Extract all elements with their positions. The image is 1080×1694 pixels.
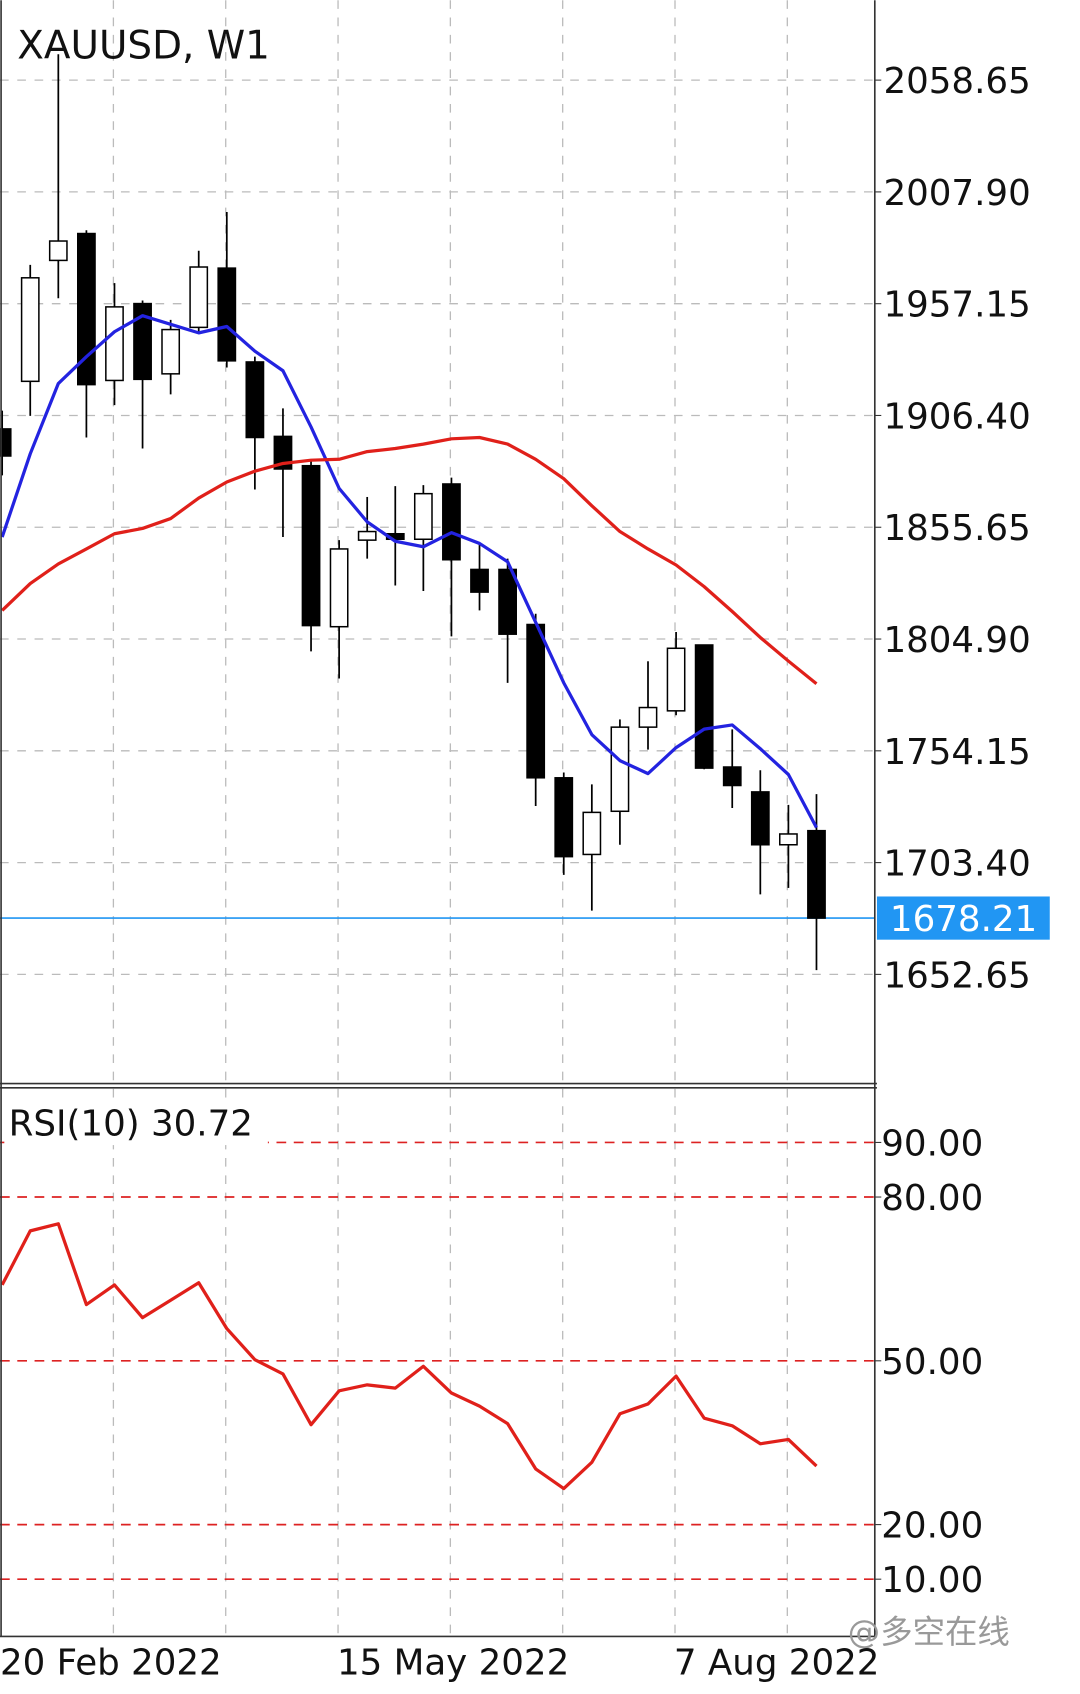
y-tick-label: 20.00 (881, 1506, 983, 1547)
candle-body (217, 267, 237, 362)
y-tick-label: 50.00 (881, 1342, 983, 1383)
candle-body (694, 644, 714, 769)
candle-body (329, 548, 349, 628)
candle-body (413, 492, 433, 541)
candle-body (638, 706, 658, 728)
y-tick-label: 1703.40 (883, 844, 1030, 885)
y-tick-label: 1652.65 (883, 955, 1030, 996)
x-tick-label: 20 Feb 2022 (0, 1642, 222, 1683)
title-backdrop (4, 1099, 268, 1146)
candle-body (750, 791, 770, 846)
candle-body (105, 306, 124, 382)
y-tick-label: 2007.90 (883, 173, 1030, 214)
candle-body (133, 302, 152, 381)
y-tick-label: 10.00 (881, 1560, 983, 1601)
moving-average (0, 314, 818, 829)
candle-body (554, 777, 574, 858)
chart-title: XAUUSD, W1 (17, 24, 270, 69)
candle-body (498, 568, 517, 635)
candle-body (77, 232, 96, 386)
candle-body (48, 240, 68, 262)
candle-body (582, 811, 602, 856)
candle-body (442, 483, 461, 561)
indicator-title: RSI(10) 30.72 (9, 1103, 253, 1144)
candle-body (610, 726, 630, 813)
last-price-box (876, 896, 1050, 940)
candle-body (666, 647, 686, 712)
candle-body (20, 277, 40, 383)
candle-body (779, 833, 798, 846)
rsi-line (0, 1222, 818, 1491)
y-tick-label: 1804.90 (883, 620, 1030, 661)
x-tick-label: 7 Aug 2022 (674, 1642, 880, 1683)
candle-body (189, 266, 209, 329)
y-tick-label: 2058.65 (883, 61, 1030, 102)
watermark: @多空在线 (848, 1613, 1010, 1651)
candle-body (357, 530, 377, 541)
candle-body (526, 623, 546, 779)
last-price-label: 1678.21 (890, 899, 1037, 940)
x-tick-label: 15 May 2022 (337, 1642, 569, 1683)
y-tick-label: 1957.15 (883, 285, 1030, 326)
candle-body (301, 464, 321, 627)
candle-body (470, 568, 489, 593)
candle-body (722, 766, 742, 787)
marks-layer (0, 54, 875, 1491)
moving-average (1, 435, 818, 686)
candle-body (807, 829, 826, 919)
y-tick-label: 90.00 (881, 1123, 983, 1164)
candle-body (0, 428, 12, 457)
y-tick-label: 80.00 (881, 1178, 983, 1219)
y-tick-label: 1906.40 (883, 396, 1030, 437)
y-tick-label: 1754.15 (883, 732, 1030, 773)
frame (0, 0, 877, 1638)
y-tick-label: 1855.65 (883, 508, 1030, 549)
candle-body (245, 361, 265, 439)
candle-body (161, 328, 181, 375)
candle-body (273, 435, 293, 470)
